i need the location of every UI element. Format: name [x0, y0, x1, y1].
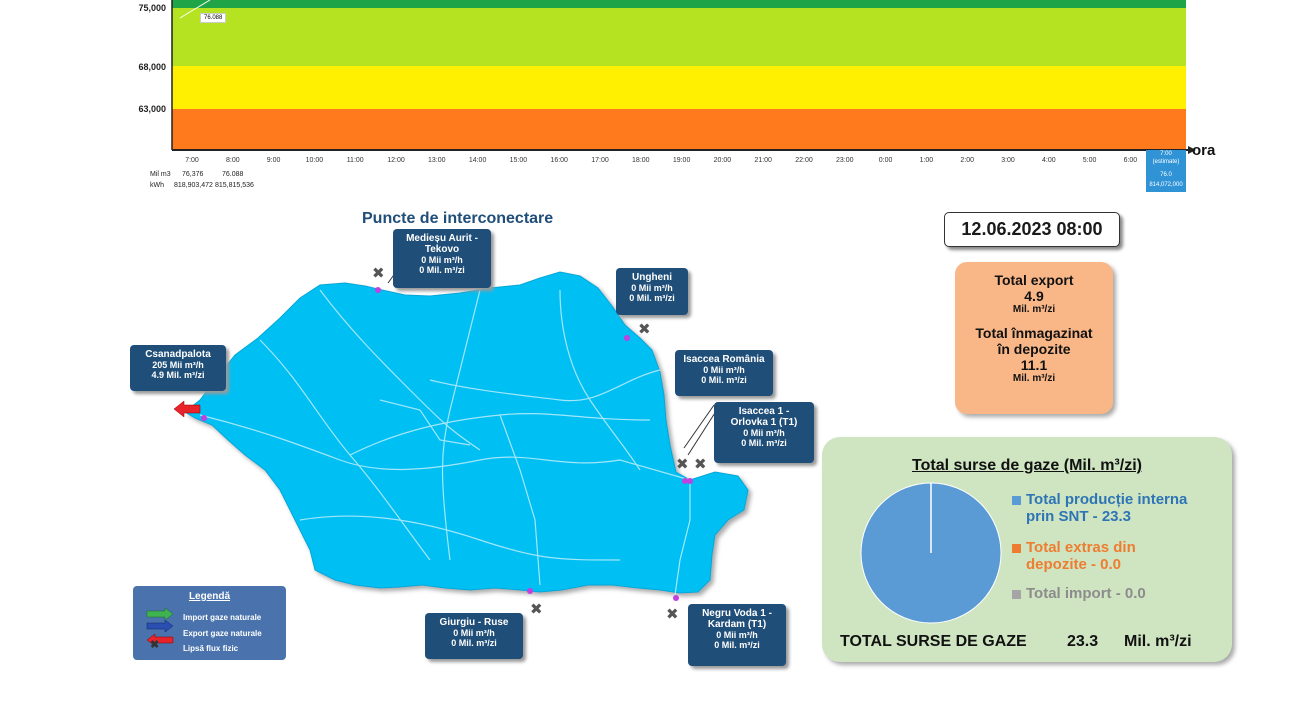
sources-total-value: 23.3 — [1067, 633, 1099, 650]
legend-no-flow: Lipsă flux fizic — [183, 644, 239, 653]
storage-label-2: în depozite — [997, 341, 1071, 357]
x-tick-label: 7:00 — [185, 157, 199, 164]
kwh-7: 818,903,472 — [174, 182, 213, 189]
band-green — [172, 0, 1186, 8]
map-title: Puncte de interconectare — [362, 210, 554, 227]
band-yellow — [172, 66, 1186, 109]
x-tick-label: 12:00 — [387, 157, 405, 164]
x-tick-label: 10:00 — [305, 157, 324, 164]
x-tick-label: 21:00 — [754, 157, 772, 164]
legend-symbols — [146, 607, 174, 647]
sources-box: Total surse de gaze (Mil. m³/zi) Total p… — [822, 437, 1232, 662]
estimate-tag: (estimate) — [1152, 159, 1180, 165]
storage-label-1: Total înmagazinat — [975, 325, 1093, 341]
ip-negru-voda[interactable]: Negru Voda 1 - Kardam (T1) 0 Mii m³/h 0 … — [688, 604, 786, 666]
legend-export: Export gaze naturale — [183, 629, 262, 638]
legend-no-flow-icon: ✖ — [150, 639, 160, 651]
ip-giurgiu-ruse[interactable]: Giurgiu - Ruse 0 Mii m³/h 0 Mil. m³/zi — [425, 613, 523, 659]
swatch-icon — [1012, 589, 1021, 599]
x-tick-label: 14:00 — [468, 157, 487, 164]
estimate-column: 7:00 (estimate) 76.0 814,072,000 — [1146, 150, 1186, 192]
mil-m3-7: 76,376 — [182, 171, 204, 178]
x-tick-label: 17:00 — [591, 157, 609, 164]
chart-axes — [171, 0, 1196, 154]
x-tick-label: 23:00 — [836, 157, 854, 164]
x-tick-label: 5:00 — [1082, 157, 1097, 164]
row-label-mil-m3: Mil m3 — [150, 171, 171, 178]
ip-medieşu-aurit[interactable]: Medieșu Aurit - Tekovo 0 Mii m³/h 0 Mil.… — [393, 229, 491, 288]
x-tick-label: 19:00 — [672, 157, 691, 164]
legend-import: Import gaze naturale — [183, 613, 262, 622]
x-axis-label: ora — [1192, 142, 1216, 159]
legend-title: Legendă — [188, 591, 231, 602]
no-flow-icon: ✖ — [638, 321, 651, 338]
x-tick-label: 4:00 — [1041, 157, 1056, 164]
row-label-kwh: kWh — [150, 182, 164, 189]
ip-isaccea-romania[interactable]: Isaccea România 0 Mii m³/h 0 Mil. m³/zi — [675, 350, 773, 396]
no-flow-icon: ✖ — [676, 456, 689, 473]
swatch-icon — [1012, 543, 1021, 553]
map-legend: Legendă ✖ Import gaze naturale Export ga… — [133, 586, 286, 660]
mil-m3-8: 76.088 — [222, 171, 244, 178]
source-legend-production: Total producție interna prin SNT - 23.3 — [1012, 491, 1187, 525]
no-flow-icon: ✖ — [666, 606, 679, 623]
ip-isaccea-orlovka[interactable]: Isaccea 1 - Orlovka 1 (T1) 0 Mii m³/h 0 … — [714, 402, 814, 463]
chart-marker-label: 76.088 — [200, 13, 227, 23]
x-tick-label: 9:00 — [266, 157, 281, 164]
source-legend-import: Total import - 0.0 — [1012, 585, 1146, 602]
sources-total-unit: Mil. m³/zi — [1124, 633, 1192, 650]
summary-box: Total export 4.9 Mil. m³/zi Total înmaga… — [955, 262, 1113, 414]
sources-pie — [860, 482, 1002, 624]
y-tick-63000: 63,000 — [138, 104, 166, 114]
source-legend-storage: Total extras din depozite - 0.0 — [1012, 539, 1136, 573]
y-tick-75000: 75,000 — [138, 3, 166, 13]
x-tick-label: 11:00 — [346, 157, 364, 164]
export-value: 4.9 — [1024, 288, 1044, 304]
y-tick-68000: 68,000 — [138, 62, 166, 72]
x-tick-label: 3:00 — [1001, 157, 1015, 164]
x-tick-label: 0:00 — [878, 157, 893, 164]
datetime-display: 12.06.2023 08:00 — [944, 212, 1120, 247]
x-tick-label: 13:00 — [428, 157, 446, 164]
x-tick-label: 8:00 — [225, 157, 240, 164]
capacity-chart: 76.088 — [172, 0, 1186, 150]
x-tick-label: 15:00 — [509, 157, 528, 164]
estimate-hour: 7:00 — [1160, 151, 1172, 157]
no-flow-icon: ✖ — [530, 601, 543, 618]
x-tick-label: 1:00 — [919, 157, 934, 164]
x-tick-label: 2:00 — [960, 157, 974, 164]
export-label: Total export — [994, 272, 1074, 288]
ip-ungheni[interactable]: Ungheni 0 Mii m³/h 0 Mil. m³/zi — [616, 268, 688, 315]
x-tick-label: 6:00 — [1123, 157, 1138, 164]
kwh-8: 815,815,536 — [215, 182, 254, 189]
band-orange — [172, 109, 1186, 150]
band-lime — [172, 8, 1186, 66]
x-tick-label: 18:00 — [632, 157, 650, 164]
sources-total-label: TOTAL SURSE DE GAZE — [840, 633, 1027, 650]
estimate-mil-m3: 76.0 — [1160, 172, 1172, 178]
no-flow-icon: ✖ — [372, 265, 385, 282]
x-tick-label: 16:00 — [550, 157, 568, 164]
sources-title: Total surse de gaze (Mil. m³/zi) — [912, 457, 1142, 474]
storage-unit: Mil. m³/zi — [1012, 373, 1056, 384]
x-tick-label: 20:00 — [713, 157, 732, 164]
no-flow-icon: ✖ — [694, 456, 707, 473]
swatch-icon — [1012, 495, 1021, 505]
x-tick-label: 22:00 — [795, 157, 813, 164]
export-unit: Mil. m³/zi — [1012, 304, 1056, 315]
ip-csanadpalota[interactable]: Csanadpalota 205 Mii m³/h 4.9 Mil. m³/zi — [130, 345, 226, 391]
storage-value: 11.1 — [1020, 357, 1048, 373]
estimate-kwh: 814,072,000 — [1149, 182, 1183, 188]
